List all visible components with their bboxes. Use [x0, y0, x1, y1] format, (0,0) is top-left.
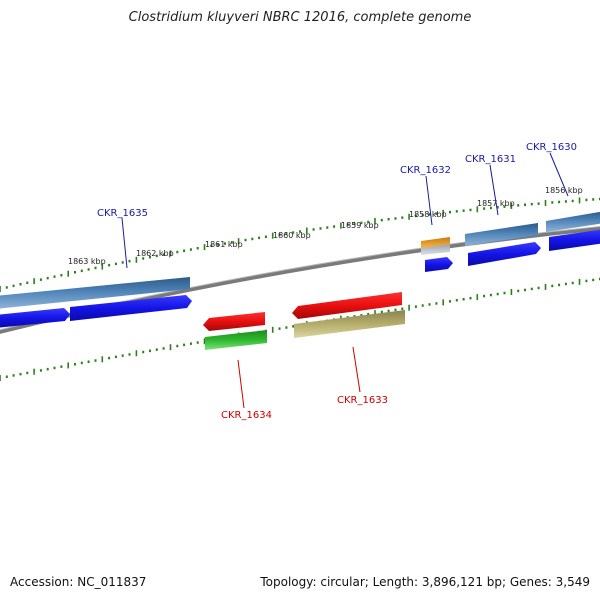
- cds-arrow-ckr-1632[interactable]: [425, 257, 453, 272]
- cds-arrow-ckr-1636[interactable]: [0, 308, 70, 328]
- gene-label-ckr-1633[interactable]: CKR_1633: [337, 395, 388, 406]
- tick-label-1860: 1860 kbp: [273, 231, 311, 240]
- gene-feature-ckr-1633[interactable]: [294, 310, 405, 338]
- gene-feature-ckr-1634[interactable]: [205, 330, 267, 350]
- cds-arrow-ckr-1635[interactable]: [70, 295, 192, 321]
- gene-feature-ckr-1631[interactable]: [465, 223, 538, 246]
- cds-arrow-ckr-1631[interactable]: [468, 242, 541, 266]
- gene-label-ckr-1635[interactable]: CKR_1635: [97, 208, 148, 219]
- genome-summary: Topology: circular; Length: 3,896,121 bp…: [260, 575, 590, 589]
- gene-label-ckr-1631[interactable]: CKR_1631: [465, 154, 516, 165]
- tick-label-1856: 1856 kbp: [545, 186, 583, 195]
- gene-label-ckr-1632[interactable]: CKR_1632: [400, 165, 451, 176]
- leader-line-ckr-1632: [425, 175, 433, 226]
- gene-feature-ckr-1635[interactable]: [0, 277, 190, 309]
- tick-label-1862: 1862 kbp: [136, 249, 174, 258]
- cds-arrow-ckr-1633[interactable]: [292, 292, 402, 319]
- leader-line-ckr-1631: [489, 164, 499, 216]
- gene-label-ckr-1630[interactable]: CKR_1630: [526, 142, 577, 153]
- accession-label: Accession: NC_011837: [10, 575, 147, 589]
- leader-line-ckr-1633: [352, 346, 361, 393]
- tick-label-1859: 1859 kbp: [341, 221, 379, 230]
- gene-label-ckr-1634[interactable]: CKR_1634: [221, 410, 272, 421]
- gene-feature-ckr-1632-gray[interactable]: [421, 244, 450, 255]
- tick-label-1861: 1861 kbp: [205, 240, 243, 249]
- cds-arrow-ckr-1630[interactable]: [549, 229, 600, 251]
- tick-label-1863: 1863 kbp: [68, 257, 106, 266]
- genome-title: Clostridium kluyveri NBRC 12016, complet…: [128, 10, 472, 25]
- tick-label-1858: 1858 kbp: [409, 210, 447, 219]
- leader-line-ckr-1634: [237, 359, 245, 409]
- gene-feature-ckr-1630[interactable]: [546, 211, 600, 232]
- tick-track-outer: [0, 197, 600, 292]
- leader-line-ckr-1630: [549, 152, 569, 197]
- gene-feature-ckr-1632-orange[interactable]: [421, 237, 450, 248]
- cds-arrow-ckr-1634[interactable]: [203, 312, 265, 331]
- leader-line-ckr-1635: [121, 217, 128, 269]
